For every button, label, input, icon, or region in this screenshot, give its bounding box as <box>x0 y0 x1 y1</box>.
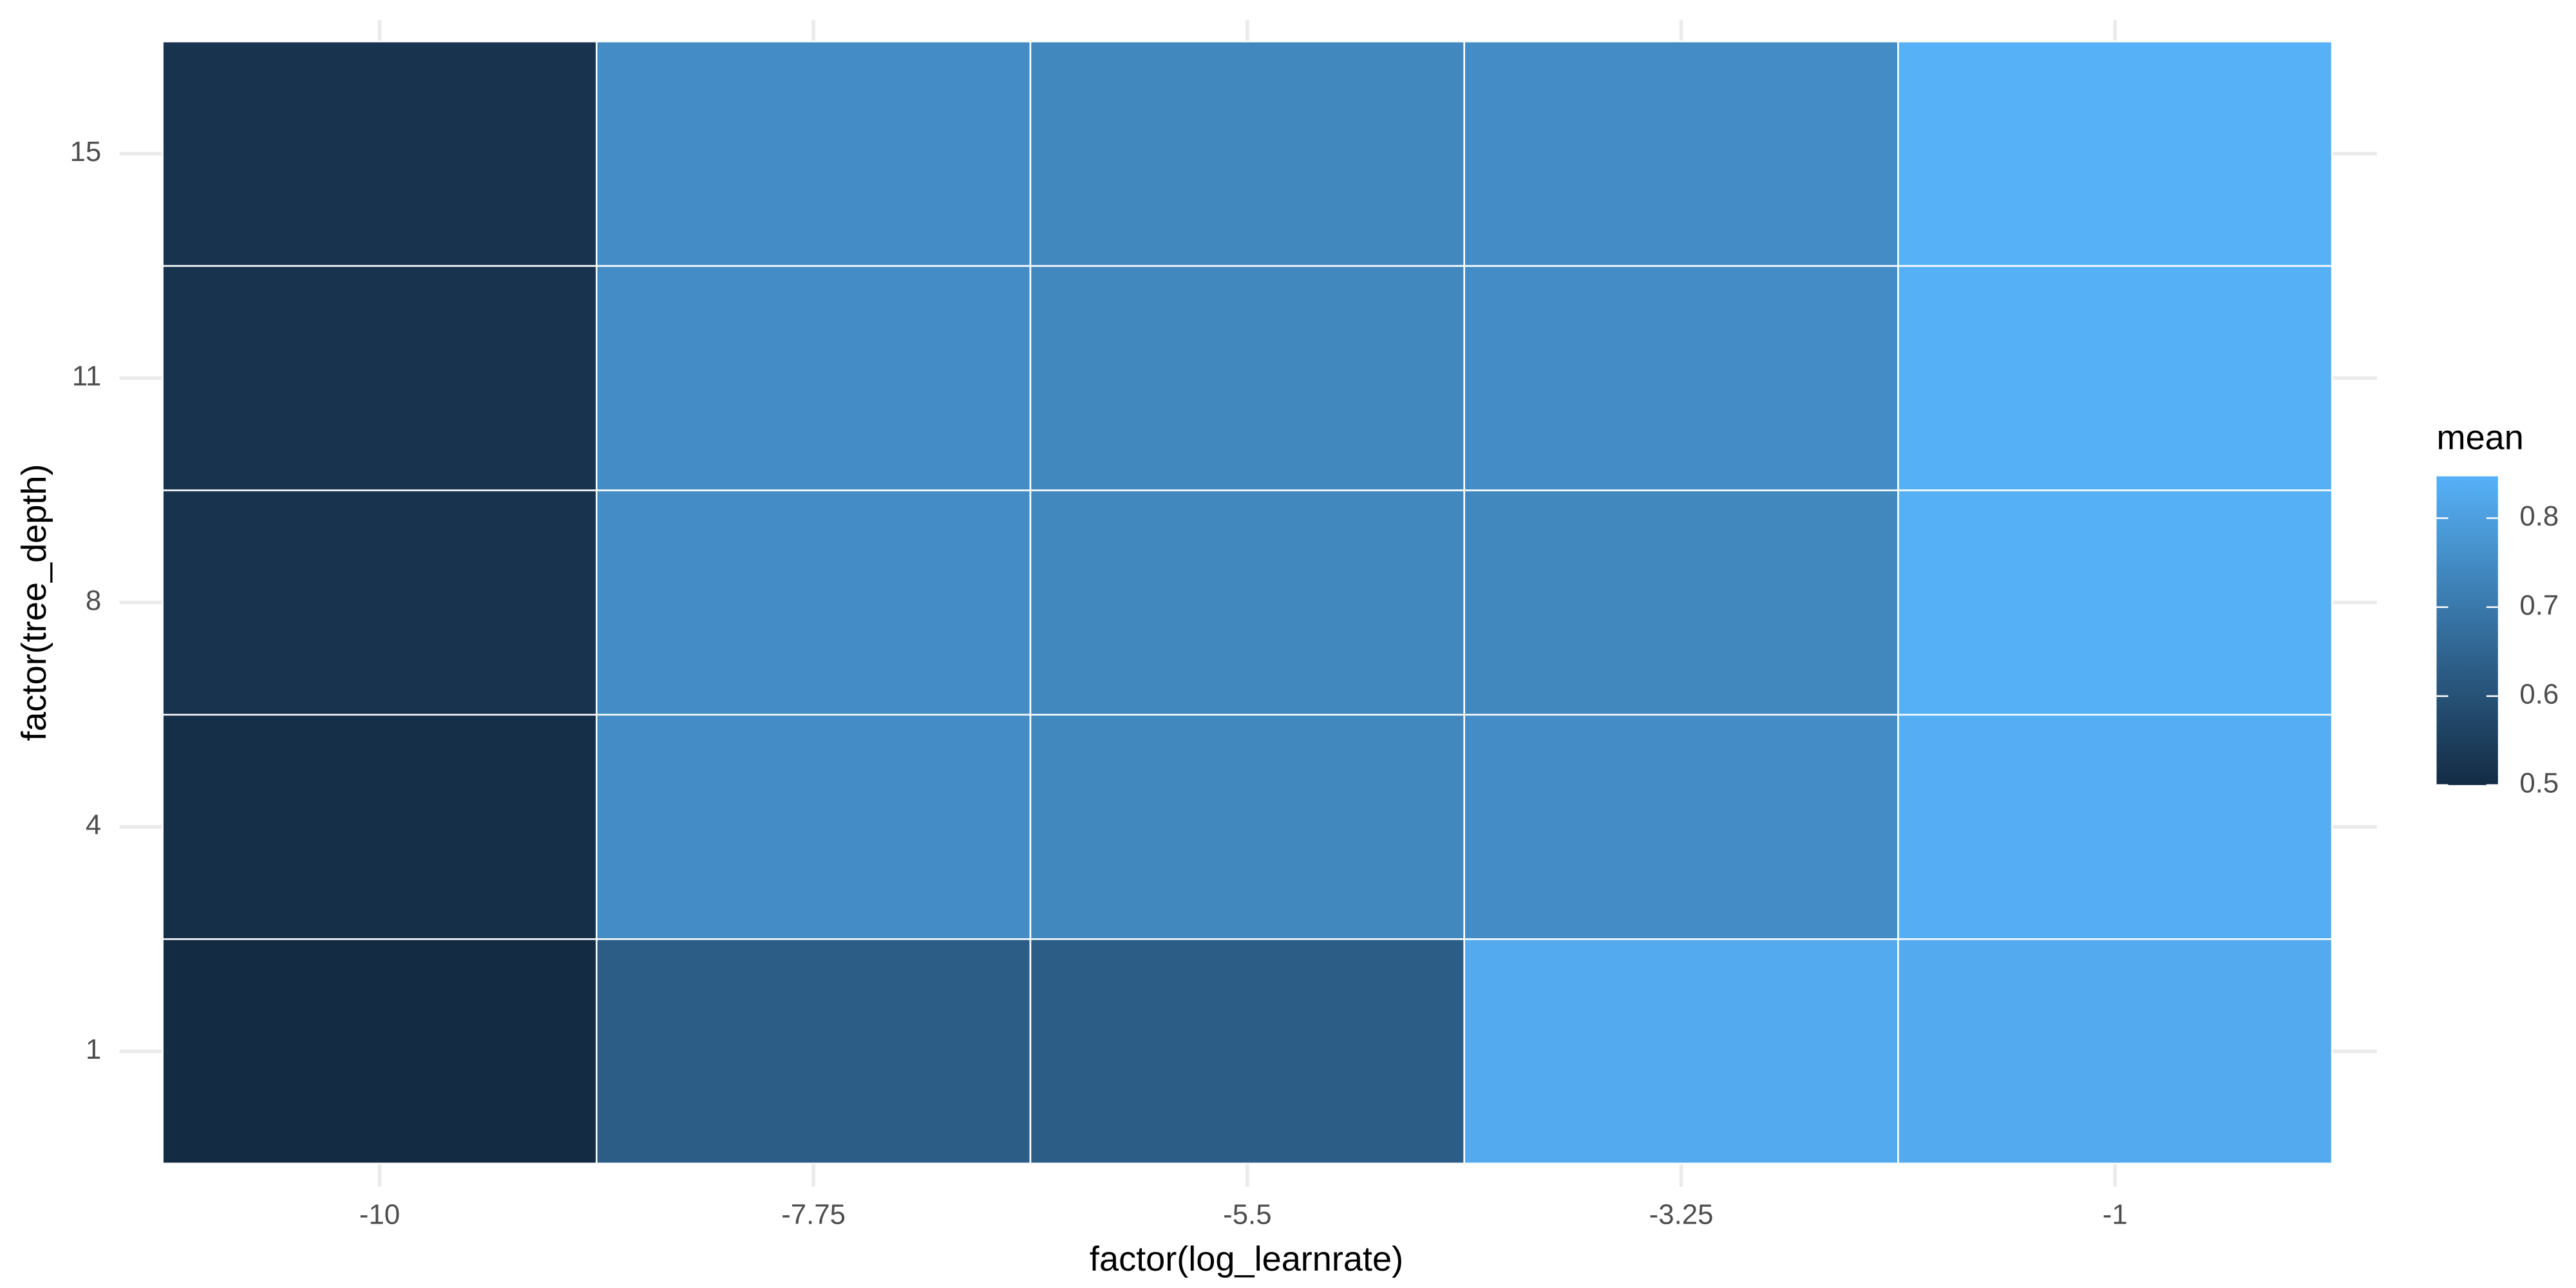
heatmap-cell <box>162 489 598 716</box>
heatmap-cell <box>595 938 1032 1164</box>
x-tick-label: -3.25 <box>1649 1199 1714 1231</box>
y-tick-label: 8 <box>86 585 101 616</box>
x-tick-label: -10 <box>359 1199 400 1231</box>
heatmap-cell <box>1029 265 1465 491</box>
heatmap-cell <box>1463 714 1899 940</box>
y-tick-label: 4 <box>86 810 101 841</box>
x-axis-title: factor(log_learnrate) <box>1090 1240 1403 1278</box>
heatmap-cell <box>1897 41 2333 267</box>
legend-tick-label: 0.5 <box>2519 768 2559 799</box>
legend-tick-label: 0.6 <box>2519 679 2559 710</box>
y-tick-label: 15 <box>70 136 101 167</box>
heatmap-cell <box>1897 489 2333 716</box>
x-tick-label: -1 <box>2103 1199 2128 1231</box>
legend-title: mean <box>2437 418 2524 457</box>
heatmap-cell <box>162 41 598 267</box>
x-tick-label: -5.5 <box>1223 1199 1271 1231</box>
heatmap-cell <box>1463 938 1899 1164</box>
heatmap-cell <box>595 41 1032 267</box>
heatmap-cell <box>1029 489 1465 716</box>
heatmap-cell <box>1897 714 2333 940</box>
y-tick-label: 1 <box>86 1034 101 1065</box>
heatmap-cell <box>1029 938 1465 1164</box>
heatmap-cell <box>595 714 1032 940</box>
cell-layer <box>162 41 2333 1164</box>
label-layer: -10 -7.75 -5.5 -3.25 -1 1 4 8 11 15 0.5 0.6 0.7 0.8 <box>70 136 2559 1231</box>
y-axis-title: factor(tree_depth) <box>15 464 53 741</box>
heatmap-cell <box>1463 265 1899 491</box>
legend-tick-label: 0.7 <box>2519 589 2559 621</box>
heatmap-cell <box>162 265 598 491</box>
heatmap-cell <box>1029 41 1465 267</box>
heatmap-cell <box>1897 938 2333 1164</box>
heatmap-cell <box>1897 265 2333 491</box>
legend-tick-label: 0.8 <box>2519 500 2559 532</box>
colorbar <box>2436 476 2498 786</box>
x-tick-label: -7.75 <box>781 1199 846 1231</box>
heatmap-cell <box>595 265 1032 491</box>
heatmap-cell <box>1463 41 1899 267</box>
heatmap-cell <box>162 938 598 1164</box>
heatmap-cell <box>595 489 1032 716</box>
heatmap-cell <box>1463 489 1899 716</box>
heatmap-cell <box>1029 714 1465 940</box>
heatmap-cell <box>162 714 598 940</box>
y-tick-label: 11 <box>72 361 101 392</box>
